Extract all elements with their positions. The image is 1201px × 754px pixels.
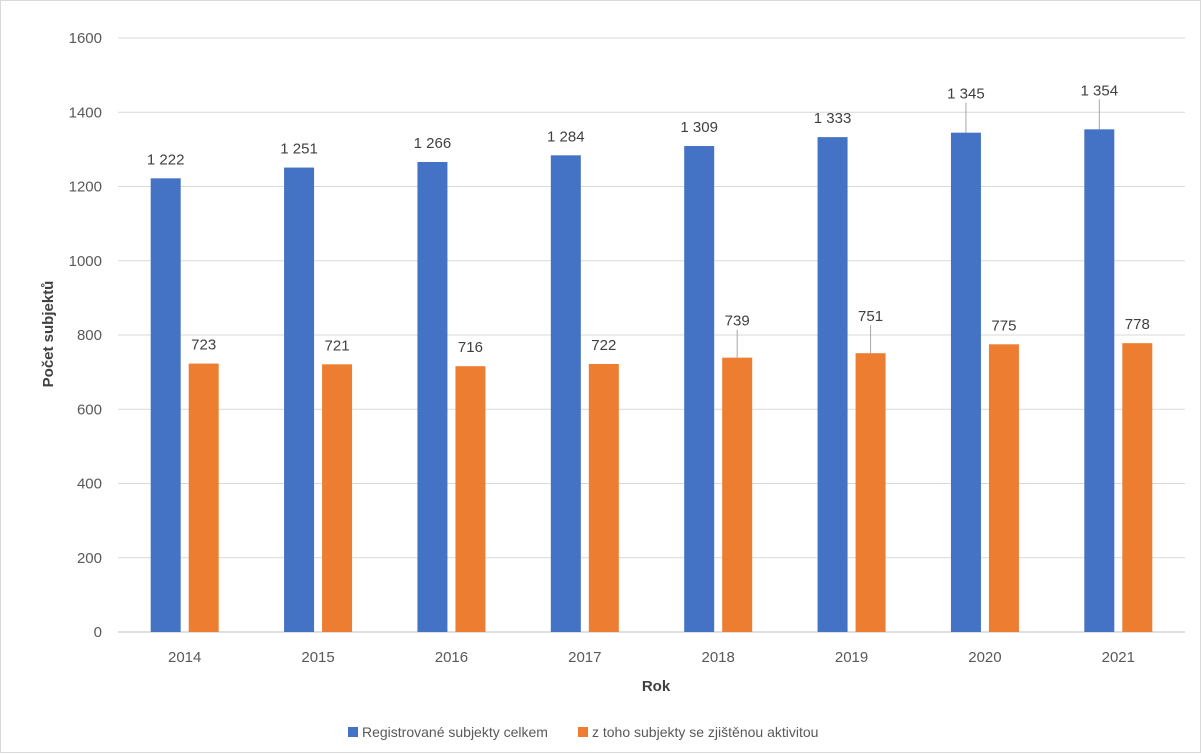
legend-label: Registrované subjekty celkem: [362, 724, 548, 740]
y-tick-label: 1000: [69, 253, 102, 270]
y-axis-ticks: 0 200 400 600 800 1000 1200 1400 1600: [69, 30, 102, 641]
bar-active-2020: [988, 344, 1019, 632]
x-tick-label: 2020: [968, 649, 1001, 666]
bar-active-2017: [588, 363, 619, 632]
gridlines: [118, 37, 1185, 633]
y-tick-label: 1200: [69, 179, 102, 196]
legend-label: z toho subjekty se zjištěnou aktivitou: [592, 724, 818, 740]
data-label: 722: [591, 337, 616, 354]
x-axis-title: Rok: [642, 678, 671, 695]
data-label: 751: [858, 308, 883, 325]
y-tick-label: 200: [77, 550, 102, 567]
data-label: 1 309: [680, 119, 718, 136]
data-label: 1 266: [414, 135, 452, 152]
data-labels: 1 222 723 1 251 721 1 266 716 1 284 722 1 309 739…: [147, 82, 1150, 356]
bar-registered-2021: [1084, 129, 1115, 632]
bar-registered-2020: [950, 132, 981, 632]
data-label: 723: [191, 337, 216, 354]
y-axis-title: Počet subjektů: [40, 281, 57, 388]
data-label: 1 251: [280, 141, 318, 158]
bar-active-2021: [1122, 343, 1153, 632]
bar-registered-2016: [417, 161, 448, 632]
data-label: 1 345: [947, 86, 985, 103]
data-label: 739: [725, 313, 750, 330]
y-tick-label: 0: [94, 624, 102, 641]
y-tick-label: 1600: [69, 30, 102, 47]
data-label: 716: [458, 339, 483, 356]
x-tick-label: 2017: [568, 649, 601, 666]
y-tick-label: 1400: [69, 104, 102, 121]
bar-active-2015: [322, 364, 353, 632]
bar-active-2019: [855, 353, 886, 632]
bar-registered-2018: [684, 146, 715, 632]
bars: [150, 129, 1153, 632]
x-tick-label: 2014: [168, 649, 201, 666]
data-label: 1 333: [814, 110, 852, 127]
data-label: 1 222: [147, 151, 185, 168]
leader-lines: [736, 99, 1100, 358]
bar-active-2018: [722, 357, 753, 632]
legend-swatch-active: [577, 727, 588, 737]
legend-swatch-registered: [348, 727, 358, 737]
data-label: 1 284: [547, 128, 585, 145]
data-label: 778: [1125, 316, 1150, 333]
bar-registered-2019: [817, 137, 848, 632]
bar-active-2016: [455, 366, 486, 632]
legend: Registrované subjekty celkem z toho subje…: [348, 724, 818, 740]
x-tick-label: 2018: [702, 649, 735, 666]
bar-registered-2017: [550, 155, 581, 632]
data-label: 721: [325, 337, 350, 354]
data-label: 775: [991, 317, 1016, 334]
bar-active-2014: [188, 363, 219, 632]
x-tick-label: 2015: [301, 649, 334, 666]
y-tick-label: 800: [77, 327, 102, 344]
y-tick-label: 400: [77, 476, 102, 493]
bar-registered-2014: [150, 178, 181, 632]
y-tick-label: 600: [77, 401, 102, 418]
data-label: 1 354: [1081, 82, 1119, 99]
bar-registered-2015: [284, 167, 315, 632]
x-tick-label: 2021: [1102, 649, 1135, 666]
x-tick-label: 2016: [435, 649, 468, 666]
x-axis-ticks: 2014 2015 2016 2017 2018 2019 2020 2021: [168, 649, 1135, 666]
x-tick-label: 2019: [835, 649, 868, 666]
